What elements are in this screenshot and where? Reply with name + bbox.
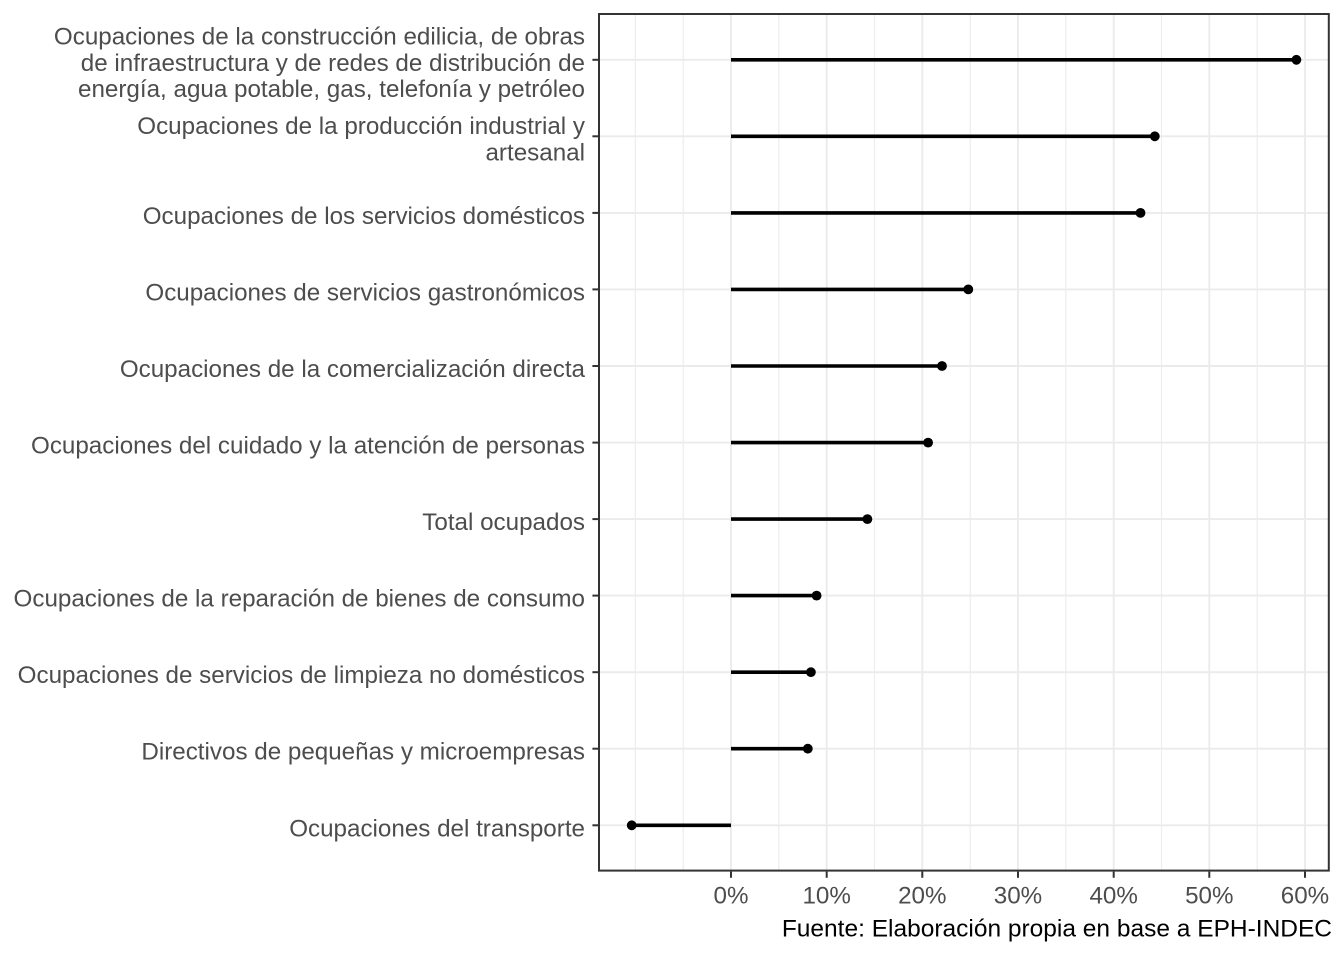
svg-text:10%: 10% bbox=[802, 883, 850, 910]
svg-text:Fuente: Elaboración propia en: Fuente: Elaboración propia en base a EPH… bbox=[782, 916, 1332, 943]
svg-text:Ocupaciones de la construcción: Ocupaciones de la construcción edilicia,… bbox=[54, 24, 585, 51]
svg-text:Ocupaciones del cuidado y la a: Ocupaciones del cuidado y la atención de… bbox=[31, 433, 585, 460]
svg-text:40%: 40% bbox=[1089, 883, 1137, 910]
svg-text:30%: 30% bbox=[994, 883, 1042, 910]
svg-text:Ocupaciones de la producción i: Ocupaciones de la producción industrial … bbox=[137, 113, 586, 140]
svg-text:Ocupaciones de la comercializa: Ocupaciones de la comercialización direc… bbox=[120, 356, 586, 383]
svg-text:50%: 50% bbox=[1185, 883, 1233, 910]
svg-text:energía, agua potable, gas, te: energía, agua potable, gas, telefonía y … bbox=[78, 76, 585, 103]
svg-text:Ocupaciones de los servicios d: Ocupaciones de los servicios domésticos bbox=[143, 203, 585, 230]
svg-text:Ocupaciones de servicios gastr: Ocupaciones de servicios gastronómicos bbox=[145, 279, 585, 306]
svg-text:Ocupaciones de servicios de li: Ocupaciones de servicios de limpieza no … bbox=[18, 662, 585, 689]
svg-text:de infraestructura y de redes: de infraestructura y de redes de distrib… bbox=[81, 50, 585, 77]
svg-text:Ocupaciones del transporte: Ocupaciones del transporte bbox=[289, 815, 585, 842]
svg-text:20%: 20% bbox=[898, 883, 946, 910]
svg-text:Total ocupados: Total ocupados bbox=[422, 509, 585, 536]
svg-text:Directivos de pequeñas y micro: Directivos de pequeñas y microempresas bbox=[141, 739, 585, 766]
svg-text:60%: 60% bbox=[1281, 883, 1329, 910]
svg-text:0%: 0% bbox=[714, 883, 749, 910]
svg-text:Ocupaciones de la reparación d: Ocupaciones de la reparación de bienes d… bbox=[14, 586, 585, 613]
svg-text:artesanal: artesanal bbox=[485, 140, 585, 167]
